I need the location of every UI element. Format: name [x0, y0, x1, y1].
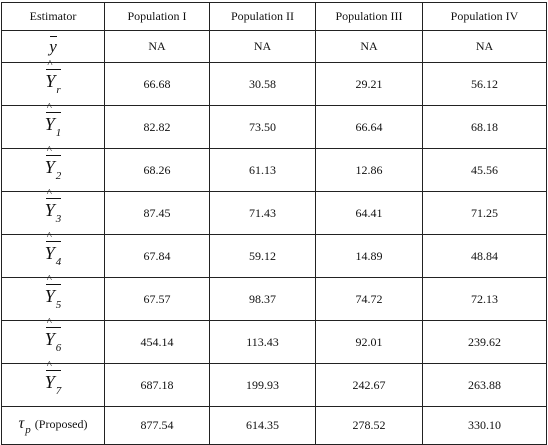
- header-population-4: Population IV: [422, 2, 547, 31]
- estimator-cell: ^ Y7: [1, 359, 105, 407]
- estimator-symbol: ^ Y1: [44, 101, 62, 139]
- value-cell: 263.88: [422, 363, 547, 407]
- estimator-cell: ^ Y1: [1, 101, 105, 149]
- table-row: ^ Y3 87.45 71.43 64.41 71.25: [1, 187, 547, 235]
- value-cell: 14.89: [315, 234, 423, 278]
- estimator-cell: y: [1, 30, 105, 63]
- value-cell: 45.56: [422, 148, 547, 192]
- value-cell: 454.14: [104, 320, 210, 364]
- value-cell: 68.26: [104, 148, 210, 192]
- value-cell: 56.12: [422, 62, 547, 106]
- header-population-1: Population I: [104, 2, 210, 31]
- estimator-cell: ^ Y5: [1, 273, 105, 321]
- estimator-symbol: ^ Y7: [44, 359, 62, 397]
- table-row: ^ Y2 68.26 61.13 12.86 45.56: [1, 144, 547, 192]
- value-cell: 66.68: [104, 62, 210, 106]
- estimator-symbol: ^ Y5: [44, 273, 62, 311]
- estimator-symbol: ^ Y4: [44, 230, 62, 268]
- value-cell: 278.52: [315, 406, 423, 445]
- proposed-estimator-symbol: τp (Proposed): [18, 415, 88, 436]
- value-cell: 73.50: [209, 105, 316, 149]
- value-cell: NA: [104, 30, 210, 63]
- estimator-cell: ^ Y3: [1, 187, 105, 235]
- table-row: ^ Yr 66.68 30.58 29.21 56.12: [1, 58, 547, 106]
- table-row: ^ Y7 687.18 199.93 242.67 263.88: [1, 359, 547, 407]
- value-cell: 199.93: [209, 363, 316, 407]
- value-cell: NA: [209, 30, 316, 63]
- value-cell: 71.25: [422, 191, 547, 235]
- header-row: Estimator Population I Population II Pop…: [1, 2, 547, 31]
- value-cell: 877.54: [104, 406, 210, 445]
- value-cell: 68.18: [422, 105, 547, 149]
- value-cell: 113.43: [209, 320, 316, 364]
- table-row: ^ Y1 82.82 73.50 66.64 68.18: [1, 101, 547, 149]
- header-population-3: Population III: [315, 2, 423, 31]
- value-cell: 67.57: [104, 277, 210, 321]
- table-row: ^ Y5 67.57 98.37 74.72 72.13: [1, 273, 547, 321]
- value-cell: 614.35: [209, 406, 316, 445]
- y-bar-symbol: y: [49, 35, 57, 56]
- value-cell: 330.10: [422, 406, 547, 445]
- value-cell: 72.13: [422, 277, 547, 321]
- estimator-symbol: ^ Y6: [44, 316, 62, 354]
- value-cell: 74.72: [315, 277, 423, 321]
- value-cell: 71.43: [209, 191, 316, 235]
- value-cell: 61.13: [209, 148, 316, 192]
- estimator-symbol: ^ Y2: [44, 144, 62, 182]
- value-cell: 239.62: [422, 320, 547, 364]
- value-cell: 687.18: [104, 363, 210, 407]
- value-cell: 30.58: [209, 62, 316, 106]
- estimator-cell: ^ Yr: [1, 58, 105, 106]
- value-cell: 82.82: [104, 105, 210, 149]
- estimator-cell: ^ Y2: [1, 144, 105, 192]
- value-cell: 64.41: [315, 191, 423, 235]
- value-cell: NA: [315, 30, 423, 63]
- table-row: ^ Y4 67.84 59.12 14.89 48.84: [1, 230, 547, 278]
- value-cell: 59.12: [209, 234, 316, 278]
- value-cell: 66.64: [315, 105, 423, 149]
- value-cell: 12.86: [315, 148, 423, 192]
- value-cell: 87.45: [104, 191, 210, 235]
- estimator-cell: ^ Y6: [1, 316, 105, 364]
- estimator-cell: ^ Y4: [1, 230, 105, 278]
- header-estimator: Estimator: [1, 2, 105, 31]
- estimator-symbol: ^ Y3: [44, 187, 62, 225]
- value-cell: 98.37: [209, 277, 316, 321]
- value-cell: 92.01: [315, 320, 423, 364]
- estimator-cell: τp (Proposed): [1, 406, 105, 445]
- value-cell: 29.21: [315, 62, 423, 106]
- estimator-symbol: ^ Yr: [45, 58, 61, 96]
- table-row: y NA NA NA NA: [1, 30, 547, 63]
- table-row: ^ Y6 454.14 113.43 92.01 239.62: [1, 316, 547, 364]
- value-cell: 67.84: [104, 234, 210, 278]
- value-cell: 242.67: [315, 363, 423, 407]
- header-population-2: Population II: [209, 2, 316, 31]
- value-cell: NA: [422, 30, 547, 63]
- value-cell: 48.84: [422, 234, 547, 278]
- table-row: τp (Proposed) 877.54 614.35 278.52 330.10: [1, 406, 547, 445]
